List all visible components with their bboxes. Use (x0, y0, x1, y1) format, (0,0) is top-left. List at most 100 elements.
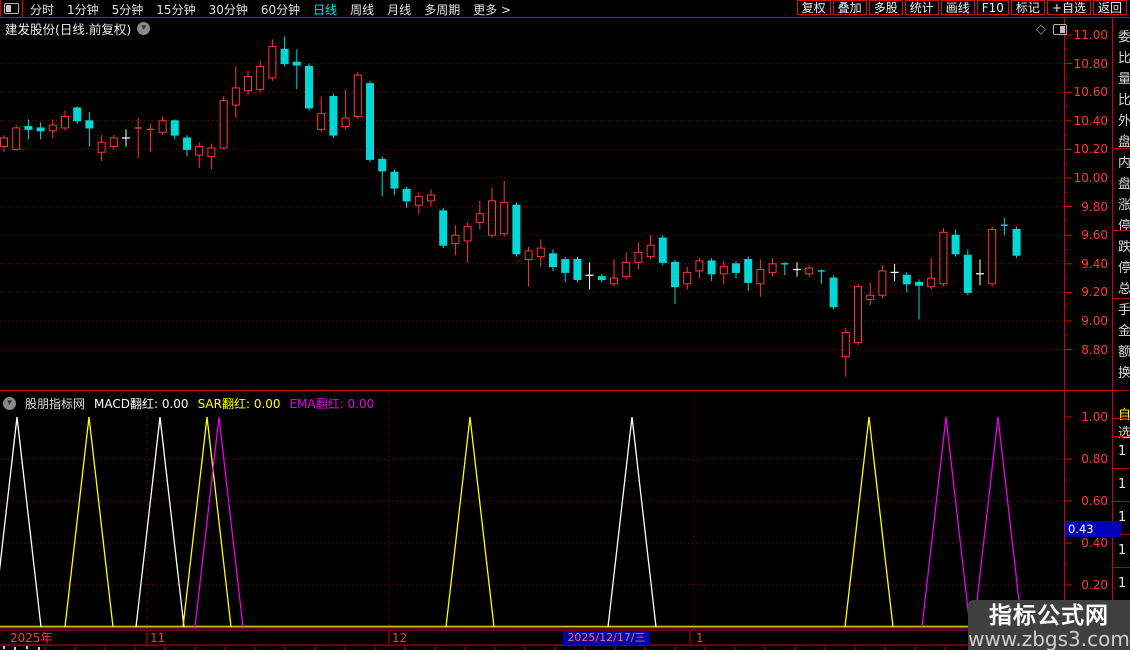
clipped-side-panel-text: 跌 (1118, 240, 1130, 255)
period-tab-月线[interactable]: 月线 (387, 3, 412, 17)
clipped-side-panel-text: 涨 (1118, 198, 1130, 213)
date-axis-label: 1 (696, 631, 704, 645)
indicator-axis-label: 1.00 (1081, 410, 1108, 424)
clipped-side-panel-text: 自 (1118, 408, 1130, 423)
toolbar: 分时 1分钟 5分钟 15分钟 30分钟 60分钟 日线 周线 月线 多周期 更多 > 复权 叠加 多股… (0, 0, 1130, 18)
right-side-panel[interactable]: 委比量比外盘内盘涨停跌停总手金额换自选111111 (1113, 18, 1130, 650)
indicator-value-badge: 0.43 (1065, 521, 1121, 537)
clipped-side-panel-text: 1 (1118, 444, 1127, 459)
side-panel-divider (1113, 501, 1130, 502)
indicator-readout-EMA翻红: EMA翻红: 0.00 (289, 397, 375, 411)
side-panel-divider (1113, 390, 1130, 391)
period-tab-日线[interactable]: 日线 (313, 3, 338, 17)
clipped-side-panel-text: 选 (1118, 426, 1130, 441)
clipped-side-panel-text: 金 (1118, 324, 1130, 339)
period-tab-分时[interactable]: 分时 (30, 3, 55, 17)
clipped-side-panel-text: 外 (1118, 114, 1130, 129)
main-plot-area[interactable] (0, 18, 1064, 390)
clipped-side-panel-text: 停 (1118, 219, 1130, 234)
selected-date-badge: 2025/12/17/三 (563, 631, 650, 645)
toolbar-button-统计[interactable]: 统计 (904, 0, 939, 15)
price-axis-label: 11.00 (1073, 28, 1108, 42)
period-tab-周线[interactable]: 周线 (350, 3, 375, 17)
toolbar-button-叠加[interactable]: 叠加 (832, 0, 867, 15)
price-axis-label: 9.20 (1081, 285, 1108, 300)
chart-title: 建发股份(日线.前复权) (5, 22, 132, 37)
side-panel-divider (1113, 418, 1130, 419)
toolbar-button-复权[interactable]: 复权 (796, 0, 831, 15)
period-tab-更多>[interactable]: 更多 > (473, 3, 512, 17)
side-panel-divider (1113, 468, 1130, 469)
price-axis-label: 8.80 (1081, 342, 1108, 357)
indicator-readout-SAR翻红: SAR翻红: 0.00 (197, 397, 281, 411)
toolbar-actions: 复权 叠加 多股 统计 画线 F10 标记 +自选 返回 (796, 0, 1127, 15)
period-tab-30分钟[interactable]: 30分钟 (208, 3, 248, 17)
price-axis-label: 9.00 (1081, 314, 1108, 328)
period-tab-1分钟[interactable]: 1分钟 (67, 3, 99, 17)
indicator-axis-label: 0.80 (1081, 452, 1108, 466)
clipped-side-panel-text: 手 (1118, 303, 1130, 318)
clipped-side-panel-text: 内 (1118, 156, 1130, 171)
period-tabs: 分时 1分钟 5分钟 15分钟 30分钟 60分钟 日线 周线 月线 多周期 更多 > (30, 1, 511, 18)
period-tab-15分钟[interactable]: 15分钟 (156, 3, 196, 17)
price-axis-label: 10.40 (1073, 113, 1108, 128)
toolbar-button-F10[interactable]: F10 (976, 0, 1009, 15)
clipped-side-panel-text: 1 (1118, 510, 1127, 525)
period-tab-60分钟[interactable]: 60分钟 (260, 3, 301, 17)
clipped-side-panel-text: 量 (1118, 72, 1130, 87)
window-layout-icon[interactable] (4, 3, 19, 14)
clipped-side-panel-text: 额 (1118, 345, 1130, 360)
date-axis-label: 12 (392, 631, 408, 645)
side-panel-divider (1113, 567, 1130, 568)
toolbar-button-+自选[interactable]: +自选 (1046, 0, 1091, 15)
toolbar-button-多股[interactable]: 多股 (868, 0, 903, 15)
price-axis-label: 10.20 (1073, 142, 1108, 157)
indicator-plot-area[interactable] (0, 391, 1064, 630)
indicator-source-label: 股朋指标网 (25, 397, 86, 411)
watermark: 指标公式网 www.zbgs3.com (968, 600, 1130, 650)
split-view-icon[interactable] (1053, 24, 1067, 35)
side-panel-divider (1113, 230, 1130, 231)
chevron-down-icon[interactable]: ▾ (137, 22, 151, 35)
watermark-url: www.zbgs3.com (968, 627, 1130, 650)
indicator-axis-label: 0.40 (1081, 536, 1108, 550)
date-axis-label: 2025年 (10, 631, 53, 645)
clipped-side-panel-text: 换 (1118, 366, 1130, 381)
price-axis-label: 10.00 (1073, 171, 1108, 185)
clipped-side-panel-text: 盘 (1118, 177, 1130, 192)
clipped-side-panel-text: 总 (1118, 282, 1130, 297)
date-axis-label: 11 (150, 631, 166, 645)
clipped-side-panel-text: 1 (1118, 477, 1127, 492)
clipped-side-panel-text: 委 (1118, 30, 1130, 45)
side-panel-divider (1113, 436, 1130, 437)
price-axis-label: 9.60 (1081, 228, 1108, 243)
toolbar-button-标记[interactable]: 标记 (1010, 0, 1045, 15)
period-tab-5分钟[interactable]: 5分钟 (111, 3, 144, 17)
clipped-side-panel-text: 盘 (1118, 135, 1130, 150)
clipped-side-panel-text: 1 (1118, 543, 1127, 558)
diamond-icon[interactable]: ◇ (1036, 22, 1046, 37)
toolbar-button-画线[interactable]: 画线 (940, 0, 975, 15)
price-axis-label: 9.80 (1081, 199, 1108, 214)
price-axis-label: 10.80 (1073, 56, 1108, 71)
indicator-axis-label: 0.20 (1081, 578, 1108, 592)
clipped-side-panel-text: 比 (1118, 51, 1130, 66)
indicator-header: ▾ 股朋指标网 MACD翻红: 0.00 SAR翻红: 0.00 EMA翻红: 0.… (3, 395, 374, 412)
side-panel-divider (1113, 148, 1130, 149)
clipped-side-panel-text: 停 (1118, 261, 1130, 276)
indicator-axis-label: 0.60 (1081, 494, 1108, 508)
watermark-title: 指标公式网 (989, 603, 1109, 629)
indicator-readout-MACD翻红: MACD翻红: 0.00 (94, 397, 189, 411)
toolbar-button-返回[interactable]: 返回 (1092, 0, 1127, 15)
side-panel-divider (1113, 534, 1130, 535)
chevron-down-icon[interactable]: ▾ (3, 397, 16, 410)
clipped-side-panel-text: 1 (1118, 576, 1127, 591)
clipped-side-panel-text: 比 (1118, 93, 1130, 108)
price-axis-label: 10.60 (1073, 85, 1108, 100)
period-tab-多周期[interactable]: 多周期 (424, 3, 461, 17)
price-axis-label: 9.40 (1081, 256, 1108, 271)
title-row: 建发股份(日线.前复权) ▾ (5, 19, 151, 38)
side-panel-divider (1113, 298, 1130, 299)
